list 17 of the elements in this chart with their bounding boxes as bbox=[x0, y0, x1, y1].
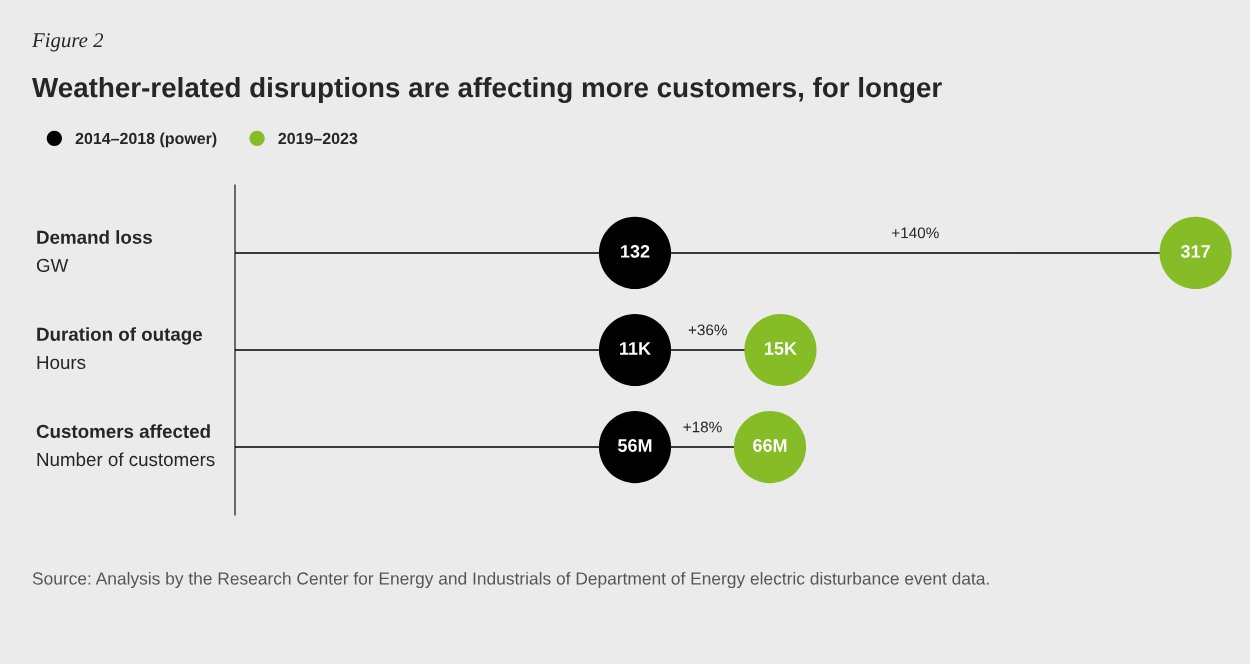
data-label: 11K bbox=[620, 342, 651, 355]
text: +140% bbox=[892, 227, 939, 239]
legend-label: 2019–2023 bbox=[278, 132, 358, 145]
legend-label: 2014–2018 (power) bbox=[75, 132, 217, 148]
category-label: Demand loss GW bbox=[36, 230, 152, 273]
data-label: 56M bbox=[618, 439, 652, 452]
caption: Figure 2 bbox=[31, 33, 104, 52]
data-label: 132 bbox=[621, 245, 650, 258]
data-label: 66M bbox=[753, 439, 787, 452]
source-note: Source: Analysis by the Research Center for Energy and Industrials of Department of Energy electric disturbance event data. bbox=[32, 571, 989, 589]
text: Weather-related disruptions are affecting more customers, for longer bbox=[32, 76, 942, 104]
text: +18% bbox=[683, 421, 722, 433]
category-label: Customers affected Number of customers bbox=[36, 424, 215, 467]
data-label: 317 bbox=[1180, 245, 1210, 258]
text: +36% bbox=[688, 324, 727, 336]
category-label: Duration of outage Hours bbox=[37, 327, 203, 370]
data-label: 15K bbox=[765, 342, 797, 355]
